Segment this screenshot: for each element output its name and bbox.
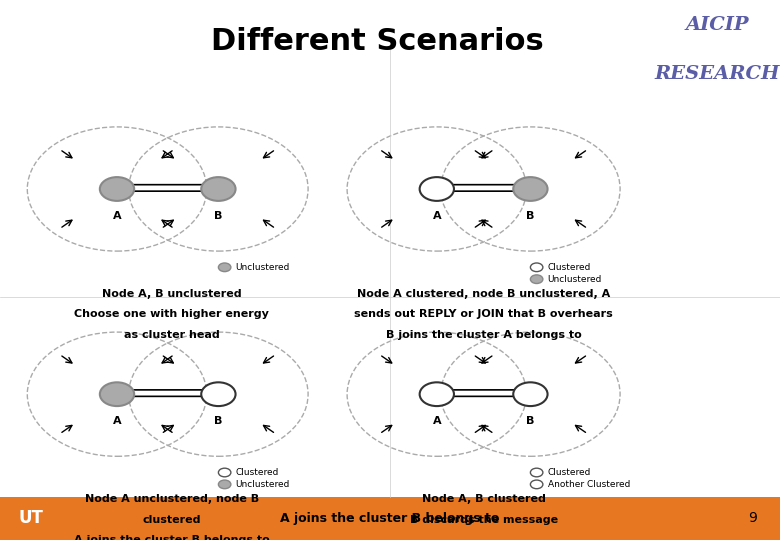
Circle shape: [530, 263, 543, 272]
Text: A: A: [432, 416, 441, 426]
Circle shape: [530, 468, 543, 477]
Text: B: B: [215, 416, 222, 426]
Text: B discards the message: B discards the message: [410, 515, 558, 525]
Text: clustered: clustered: [142, 515, 201, 525]
Text: Clustered: Clustered: [236, 468, 279, 477]
Text: Different Scenarios: Different Scenarios: [211, 27, 544, 56]
Text: Clustered: Clustered: [548, 263, 591, 272]
Text: A joins the cluster B belongs to: A joins the cluster B belongs to: [280, 512, 500, 525]
FancyBboxPatch shape: [0, 497, 780, 540]
Text: Choose one with higher energy: Choose one with higher energy: [74, 309, 269, 320]
Text: Unclustered: Unclustered: [236, 480, 290, 489]
Circle shape: [530, 480, 543, 489]
Text: Node A clustered, node B unclustered, A: Node A clustered, node B unclustered, A: [357, 289, 610, 299]
Circle shape: [100, 177, 134, 201]
Circle shape: [100, 382, 134, 406]
Text: Node A unclustered, node B: Node A unclustered, node B: [84, 494, 259, 504]
Text: UT: UT: [19, 509, 44, 528]
Circle shape: [420, 177, 454, 201]
Text: B: B: [526, 211, 534, 221]
Text: as cluster head: as cluster head: [124, 330, 219, 340]
Text: sends out REPLY or JOIN that B overhears: sends out REPLY or JOIN that B overhears: [354, 309, 613, 320]
Circle shape: [530, 275, 543, 284]
Circle shape: [201, 177, 236, 201]
FancyBboxPatch shape: [4, 500, 58, 537]
Text: A: A: [112, 211, 122, 221]
Text: RESEARCH: RESEARCH: [655, 65, 780, 83]
Circle shape: [513, 177, 548, 201]
Text: Another Clustered: Another Clustered: [548, 480, 630, 489]
Text: B: B: [215, 211, 222, 221]
Text: B: B: [526, 416, 534, 426]
Circle shape: [201, 382, 236, 406]
Text: Node A, B clustered: Node A, B clustered: [422, 494, 545, 504]
Text: Node A, B unclustered: Node A, B unclustered: [101, 289, 242, 299]
Circle shape: [513, 382, 548, 406]
Text: Unclustered: Unclustered: [548, 275, 602, 284]
Text: B joins the cluster A belongs to: B joins the cluster A belongs to: [386, 330, 581, 340]
Text: 9: 9: [748, 511, 757, 525]
Text: Clustered: Clustered: [548, 468, 591, 477]
Circle shape: [218, 468, 231, 477]
Circle shape: [420, 382, 454, 406]
Circle shape: [218, 263, 231, 272]
Text: Unclustered: Unclustered: [236, 263, 290, 272]
Text: AICIP: AICIP: [686, 16, 750, 34]
Text: A: A: [112, 416, 122, 426]
Text: A joins the cluster B belongs to: A joins the cluster B belongs to: [74, 535, 269, 540]
Circle shape: [218, 480, 231, 489]
Text: A: A: [432, 211, 441, 221]
